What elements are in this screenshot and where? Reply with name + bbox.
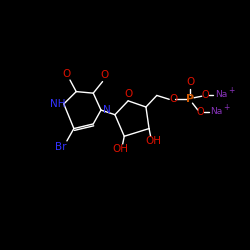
Text: Br: Br: [55, 142, 66, 152]
Text: OH: OH: [112, 144, 128, 154]
Text: O: O: [100, 70, 108, 81]
Text: +: +: [228, 86, 234, 95]
Text: OH: OH: [145, 136, 161, 146]
Text: O: O: [201, 90, 209, 101]
Text: NH: NH: [50, 99, 65, 109]
Text: O: O: [169, 94, 177, 104]
Text: O: O: [124, 89, 132, 99]
Text: Na: Na: [210, 107, 222, 116]
Text: Na: Na: [215, 90, 227, 99]
Text: N: N: [103, 105, 111, 115]
Text: O: O: [62, 69, 70, 79]
Text: P: P: [186, 94, 194, 104]
Text: O: O: [196, 106, 204, 117]
Text: O: O: [186, 77, 194, 87]
Text: +: +: [223, 102, 230, 112]
